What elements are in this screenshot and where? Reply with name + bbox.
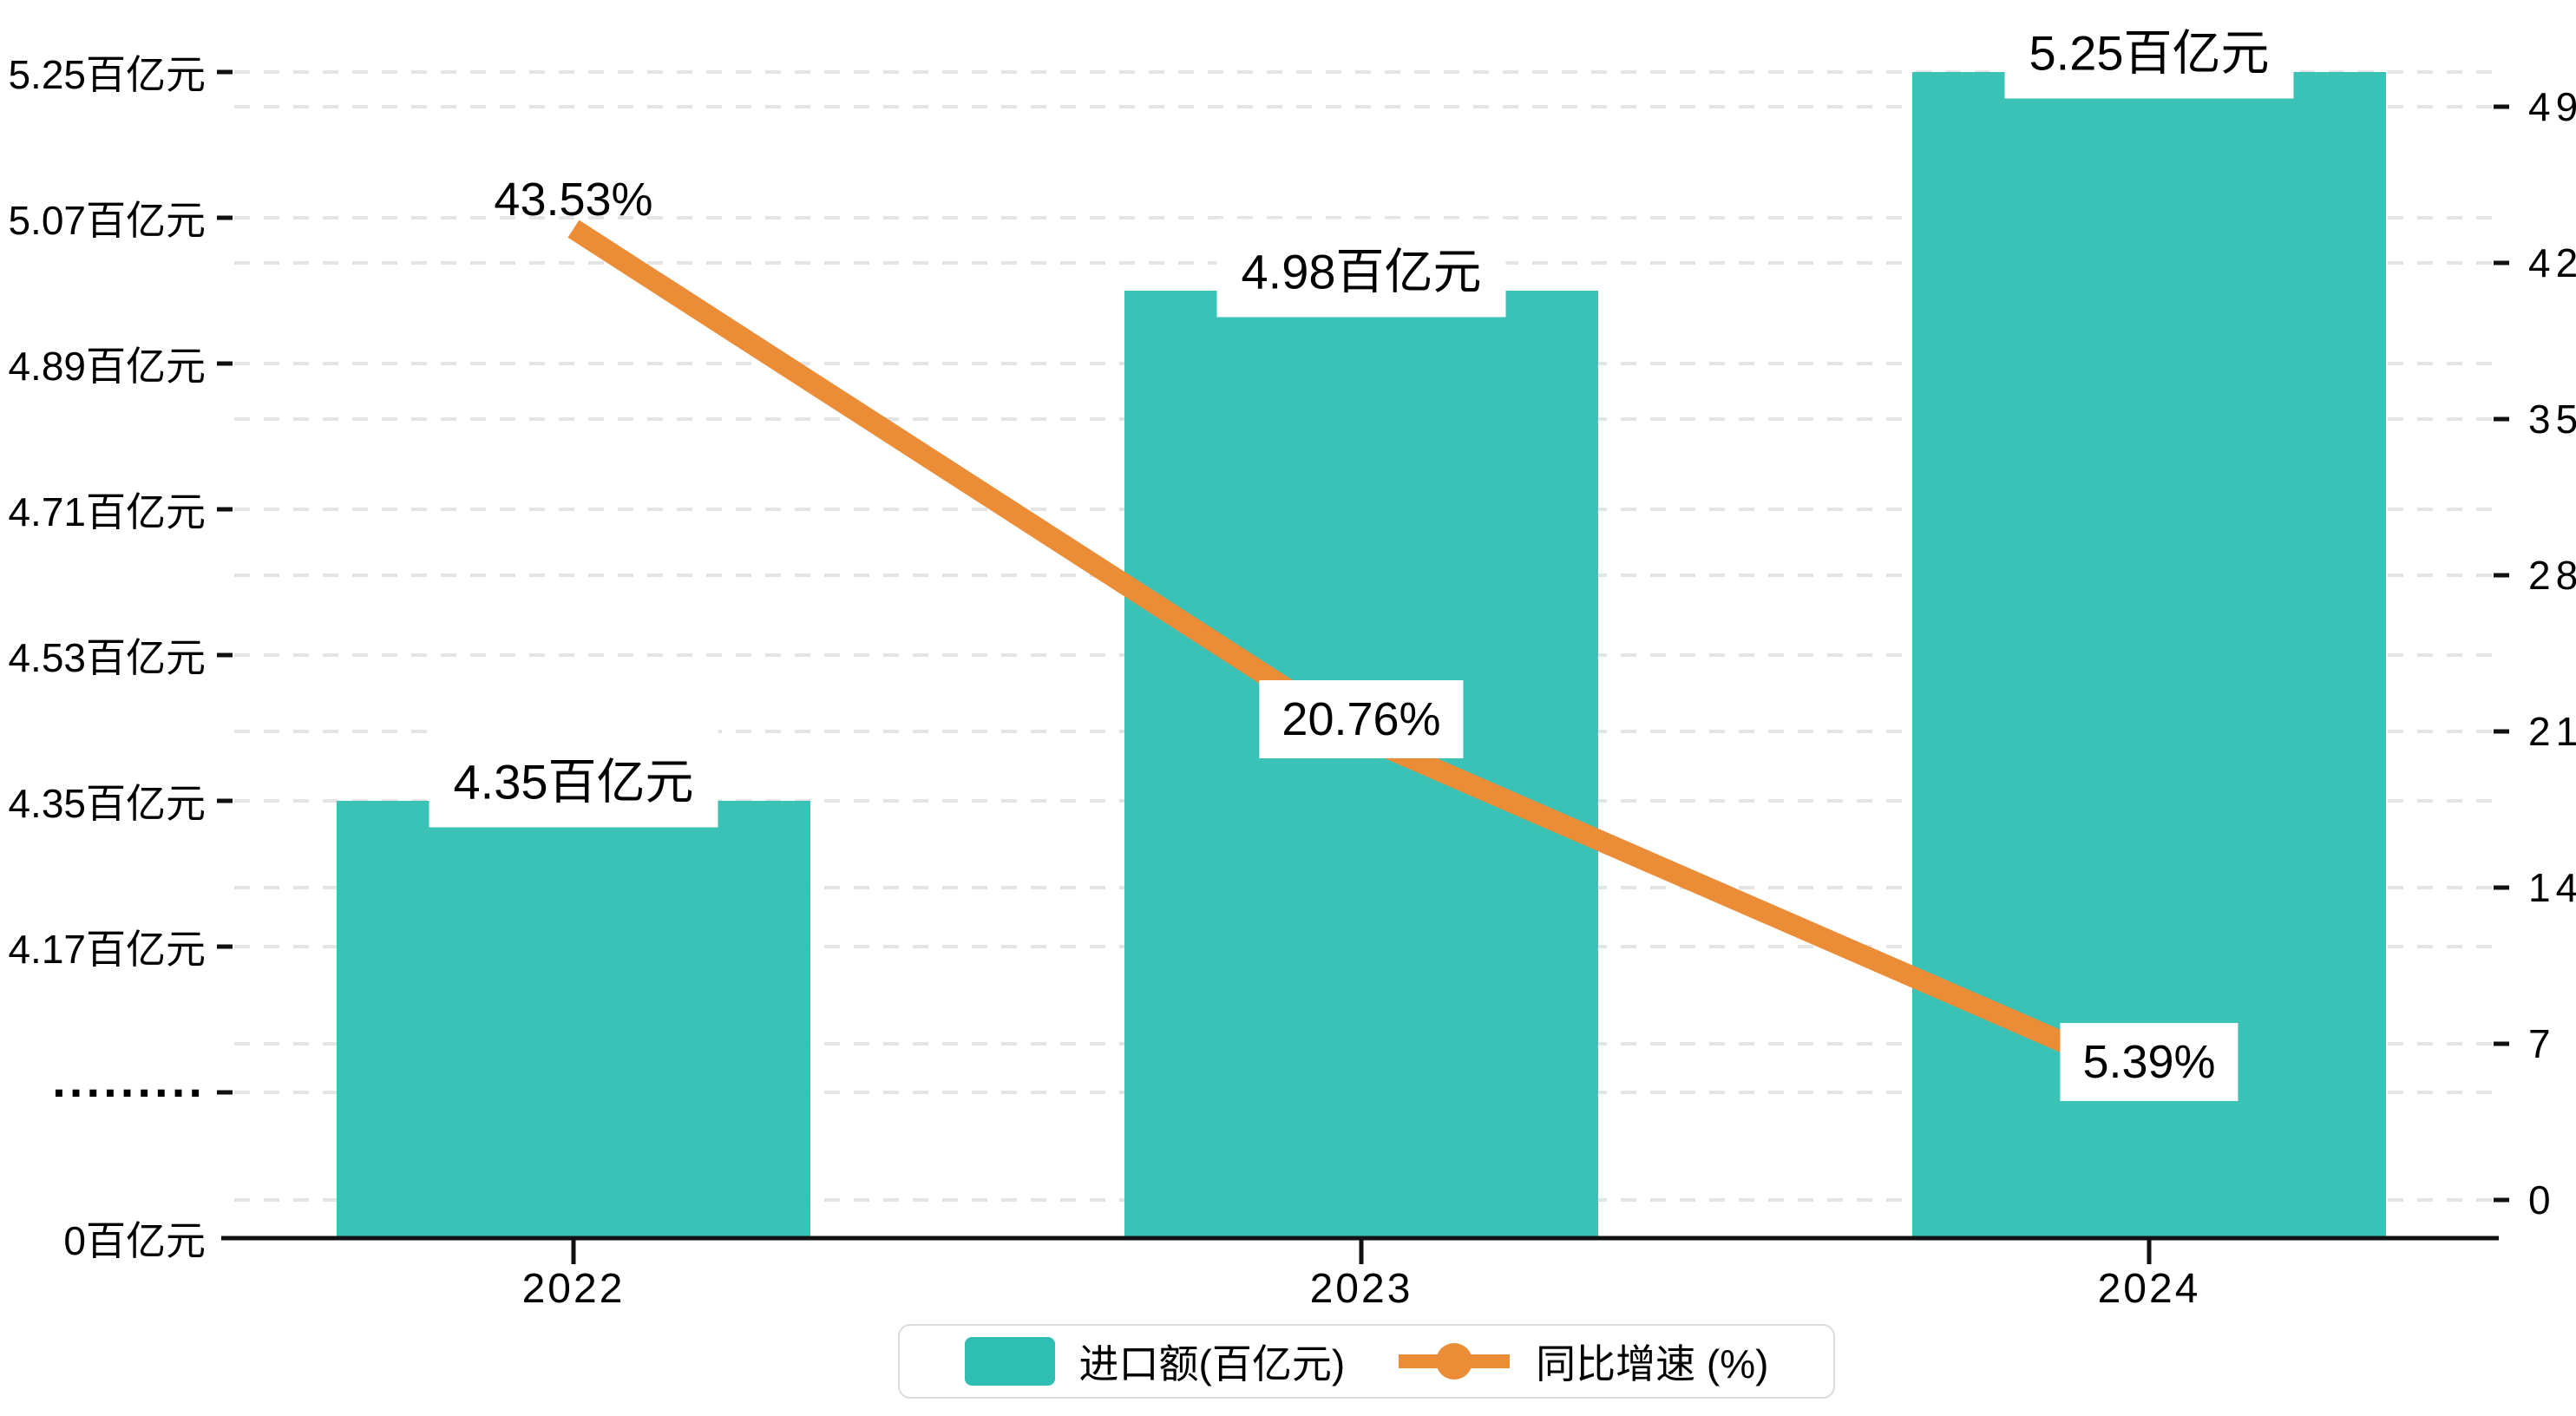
x-axis-tick-label: 2024 <box>2097 1266 2201 1312</box>
line-value-label: 5.39% <box>2060 1023 2238 1102</box>
left-axis-tick-label: 4.89百亿元 <box>8 344 206 389</box>
x-axis-tick-label: 2022 <box>521 1266 626 1312</box>
legend-item-imports[interactable]: 进口额(百亿元) <box>964 1333 1346 1390</box>
right-axis-tick-label: 7 <box>2528 1021 2556 1066</box>
left-axis-tick-label: 4.35百亿元 <box>8 781 206 826</box>
right-tick-mark <box>2494 1041 2509 1046</box>
right-axis-tick-label: 42 <box>2528 240 2576 285</box>
x-tick-mark <box>1359 1238 1364 1264</box>
right-axis-tick-label: 49 <box>2528 84 2576 129</box>
bar-2023[interactable] <box>1124 291 1598 1238</box>
right-axis-tick-label: 0 <box>2528 1177 2556 1223</box>
left-axis-tick-label: ········· <box>52 1065 206 1120</box>
axes <box>217 69 2509 1264</box>
x-tick-mark <box>571 1238 576 1264</box>
x-tick-mark <box>2147 1238 2152 1264</box>
right-axis-tick-label: 35 <box>2528 397 2576 442</box>
bar-value-label: 5.25百亿元 <box>2004 0 2294 99</box>
right-tick-mark <box>2494 260 2509 266</box>
right-axis-tick-label: 21 <box>2528 709 2576 754</box>
legend-label-imports: 进口额(百亿元) <box>1078 1341 1346 1386</box>
bar-2022[interactable] <box>337 801 810 1238</box>
x-axis-tick-label: 2023 <box>1309 1266 1413 1312</box>
right-tick-mark <box>2494 104 2509 109</box>
line-value-label: 20.76% <box>1259 680 1464 759</box>
bar-series-swatch <box>964 1337 1055 1386</box>
legend: 进口额(百亿元) 同比增速 (%) <box>898 1324 1835 1399</box>
right-tick-mark <box>2494 885 2509 890</box>
legend-label-growth: 同比增速 (%) <box>1536 1341 1769 1386</box>
left-axis-tick-label: 5.07百亿元 <box>8 198 206 243</box>
bar-value-label: 4.98百亿元 <box>1216 219 1506 318</box>
right-tick-mark <box>2494 1197 2509 1203</box>
right-tick-mark <box>2494 573 2509 578</box>
left-axis-tick-label: 0百亿元 <box>63 1218 206 1263</box>
left-tick-mark <box>217 1090 233 1095</box>
left-tick-mark <box>217 215 233 220</box>
left-tick-mark <box>217 798 233 803</box>
legend-item-growth[interactable]: 同比增速 (%) <box>1397 1333 1768 1390</box>
right-axis-tick-label: 14 <box>2528 865 2576 910</box>
left-axis-tick-label: 4.53百亿元 <box>8 635 206 680</box>
left-tick-mark <box>217 361 233 366</box>
left-tick-mark <box>217 652 233 658</box>
left-tick-mark <box>217 944 233 949</box>
left-axis-tick-label: 5.25百亿元 <box>8 52 206 97</box>
right-tick-mark <box>2494 416 2509 422</box>
left-tick-mark <box>217 69 233 75</box>
line-series-icon <box>1399 1343 1511 1380</box>
left-axis-tick-label: 4.71百亿元 <box>8 489 206 534</box>
right-axis-tick-label: 28 <box>2528 553 2576 598</box>
line-value-label: 43.53% <box>494 173 653 226</box>
left-axis-tick-label: 4.17百亿元 <box>8 927 206 972</box>
bar-value-label: 4.35百亿元 <box>429 729 718 828</box>
right-tick-mark <box>2494 729 2509 734</box>
left-tick-mark <box>217 507 233 512</box>
